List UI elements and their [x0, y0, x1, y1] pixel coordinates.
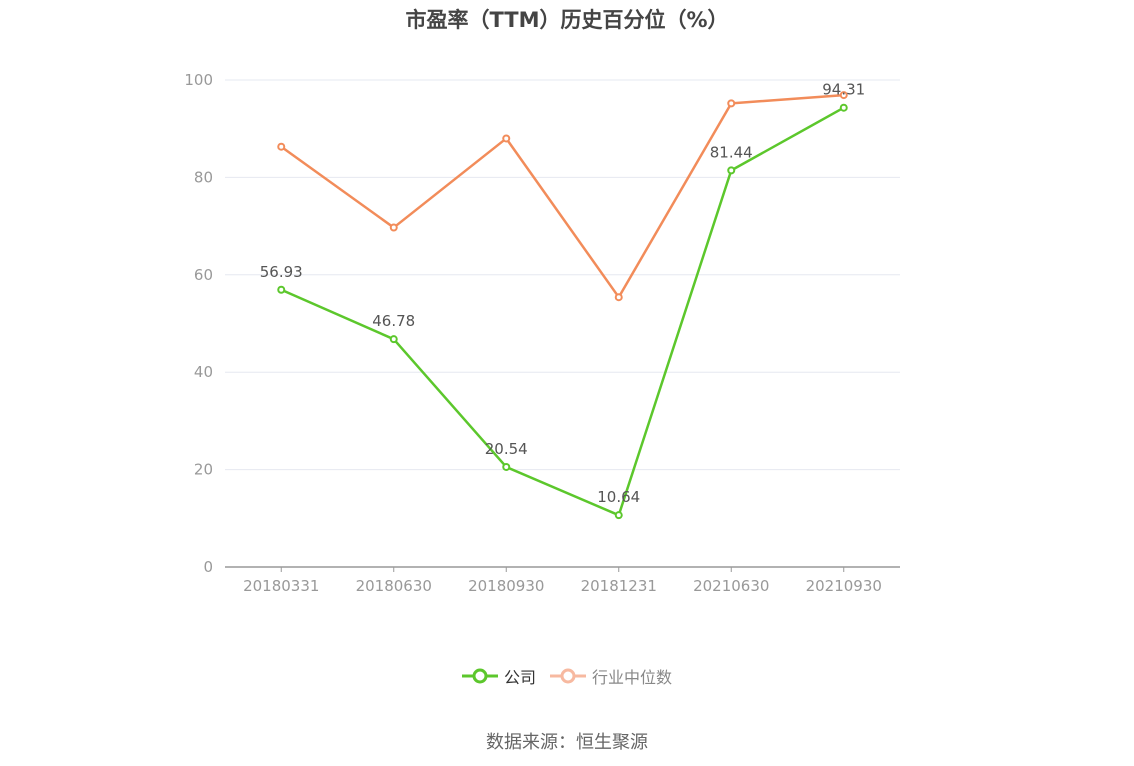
x-tick-label: 20180930	[468, 577, 544, 595]
data-point	[839, 103, 848, 112]
x-tick-label: 20180331	[243, 577, 319, 595]
legend-line-icon	[550, 668, 586, 684]
legend-label-company: 公司	[503, 668, 536, 687]
data-point	[839, 91, 848, 100]
series-lines	[277, 91, 848, 520]
data-label: 10.64	[597, 488, 640, 506]
data-point	[614, 293, 623, 302]
data-labels: 56.93 46.78 20.54 10.64 81.44 94.31	[260, 81, 865, 506]
x-tick-label: 20210930	[806, 577, 882, 595]
data-point	[389, 335, 398, 344]
data-point	[502, 462, 511, 471]
grid-lines	[225, 79, 900, 471]
x-tick-label: 20180630	[356, 577, 432, 595]
y-tick-label: 100	[184, 71, 213, 89]
data-point	[614, 511, 623, 520]
chart-area: 0 20 40 60 80 100 20180331 20180630 20180930 2018…	[184, 71, 900, 595]
series-line-0	[280, 106, 845, 517]
data-point	[727, 99, 736, 108]
axes: 0 20 40 60 80 100 20180331 20180630 20180930 2018…	[184, 71, 900, 595]
data-source-note: 数据来源：恒生聚源	[486, 732, 648, 753]
legend-label-industry-median: 行业中位数	[592, 668, 673, 687]
x-tick-label: 20181231	[581, 577, 657, 595]
data-point	[277, 142, 286, 151]
data-label: 46.78	[372, 312, 415, 330]
data-point	[502, 134, 511, 143]
data-label: 20.54	[485, 440, 528, 458]
legend-item-industry-median[interactable]: 行业中位数	[550, 664, 672, 688]
data-label: 94.31	[822, 81, 865, 99]
y-tick-label: 20	[194, 461, 213, 479]
legend-item-company[interactable]: 公司	[461, 664, 536, 688]
data-point	[727, 166, 736, 175]
series-line-1	[280, 93, 844, 299]
y-tick-label: 80	[194, 168, 213, 186]
x-tick-label: 20210630	[693, 577, 769, 595]
y-tick-label: 60	[194, 266, 213, 284]
data-label: 56.93	[260, 263, 303, 281]
data-point	[277, 285, 286, 294]
legend: 公司 行业中位数	[0, 664, 1134, 688]
legend-line-icon	[461, 668, 498, 684]
data-point	[389, 223, 398, 232]
y-tick-label: 0	[203, 558, 213, 576]
y-tick-label: 40	[194, 363, 213, 381]
data-label: 81.44	[710, 143, 753, 161]
chart-title: 市盈率（TTM）历史百分位（%）	[405, 8, 729, 32]
